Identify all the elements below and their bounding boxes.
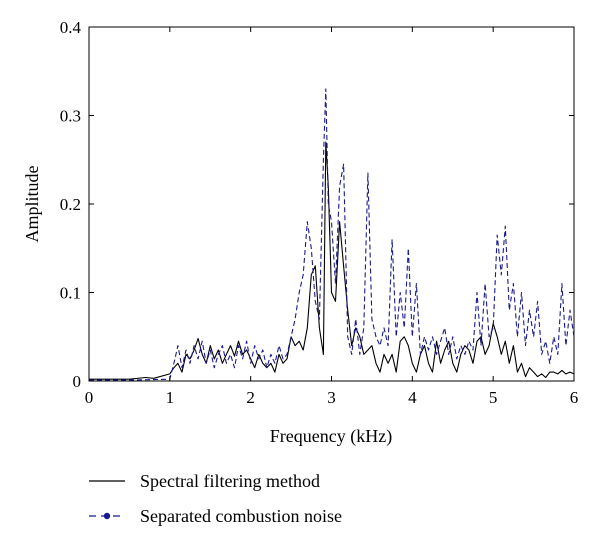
x-tick-label: 4 xyxy=(408,388,417,407)
y-tick-label: 0.4 xyxy=(60,18,82,37)
x-tick-label: 5 xyxy=(489,388,498,407)
y-axis-label: Amplitude xyxy=(22,165,42,242)
ticks-layer: 0 1 2 3 4 5 6 0 0.1 0.2 0.3 0.4 xyxy=(60,18,579,407)
x-tick-label: 3 xyxy=(327,388,336,407)
y-tick-label: 0.1 xyxy=(60,284,81,303)
legend-label-2: Separated combustion noise xyxy=(140,506,342,526)
x-tick-label: 6 xyxy=(570,388,579,407)
legend: Spectral filtering method Separated combu… xyxy=(89,471,342,526)
y-tick-label: 0.3 xyxy=(60,107,81,126)
x-tick-label: 2 xyxy=(246,388,255,407)
series-layer xyxy=(89,88,575,381)
x-tick-label: 1 xyxy=(166,388,175,407)
legend-marker-2 xyxy=(103,512,111,520)
x-tick-label: 0 xyxy=(85,388,94,407)
x-axis-label: Frequency (kHz) xyxy=(270,426,392,447)
plot-frame xyxy=(88,26,575,382)
plot-area xyxy=(88,26,575,382)
y-tick-label: 0.2 xyxy=(60,195,81,214)
y-tick-label: 0 xyxy=(73,372,82,391)
series-line-1 xyxy=(89,141,575,380)
legend-label-1: Spectral filtering method xyxy=(140,471,320,491)
series-line-2 xyxy=(89,88,575,381)
